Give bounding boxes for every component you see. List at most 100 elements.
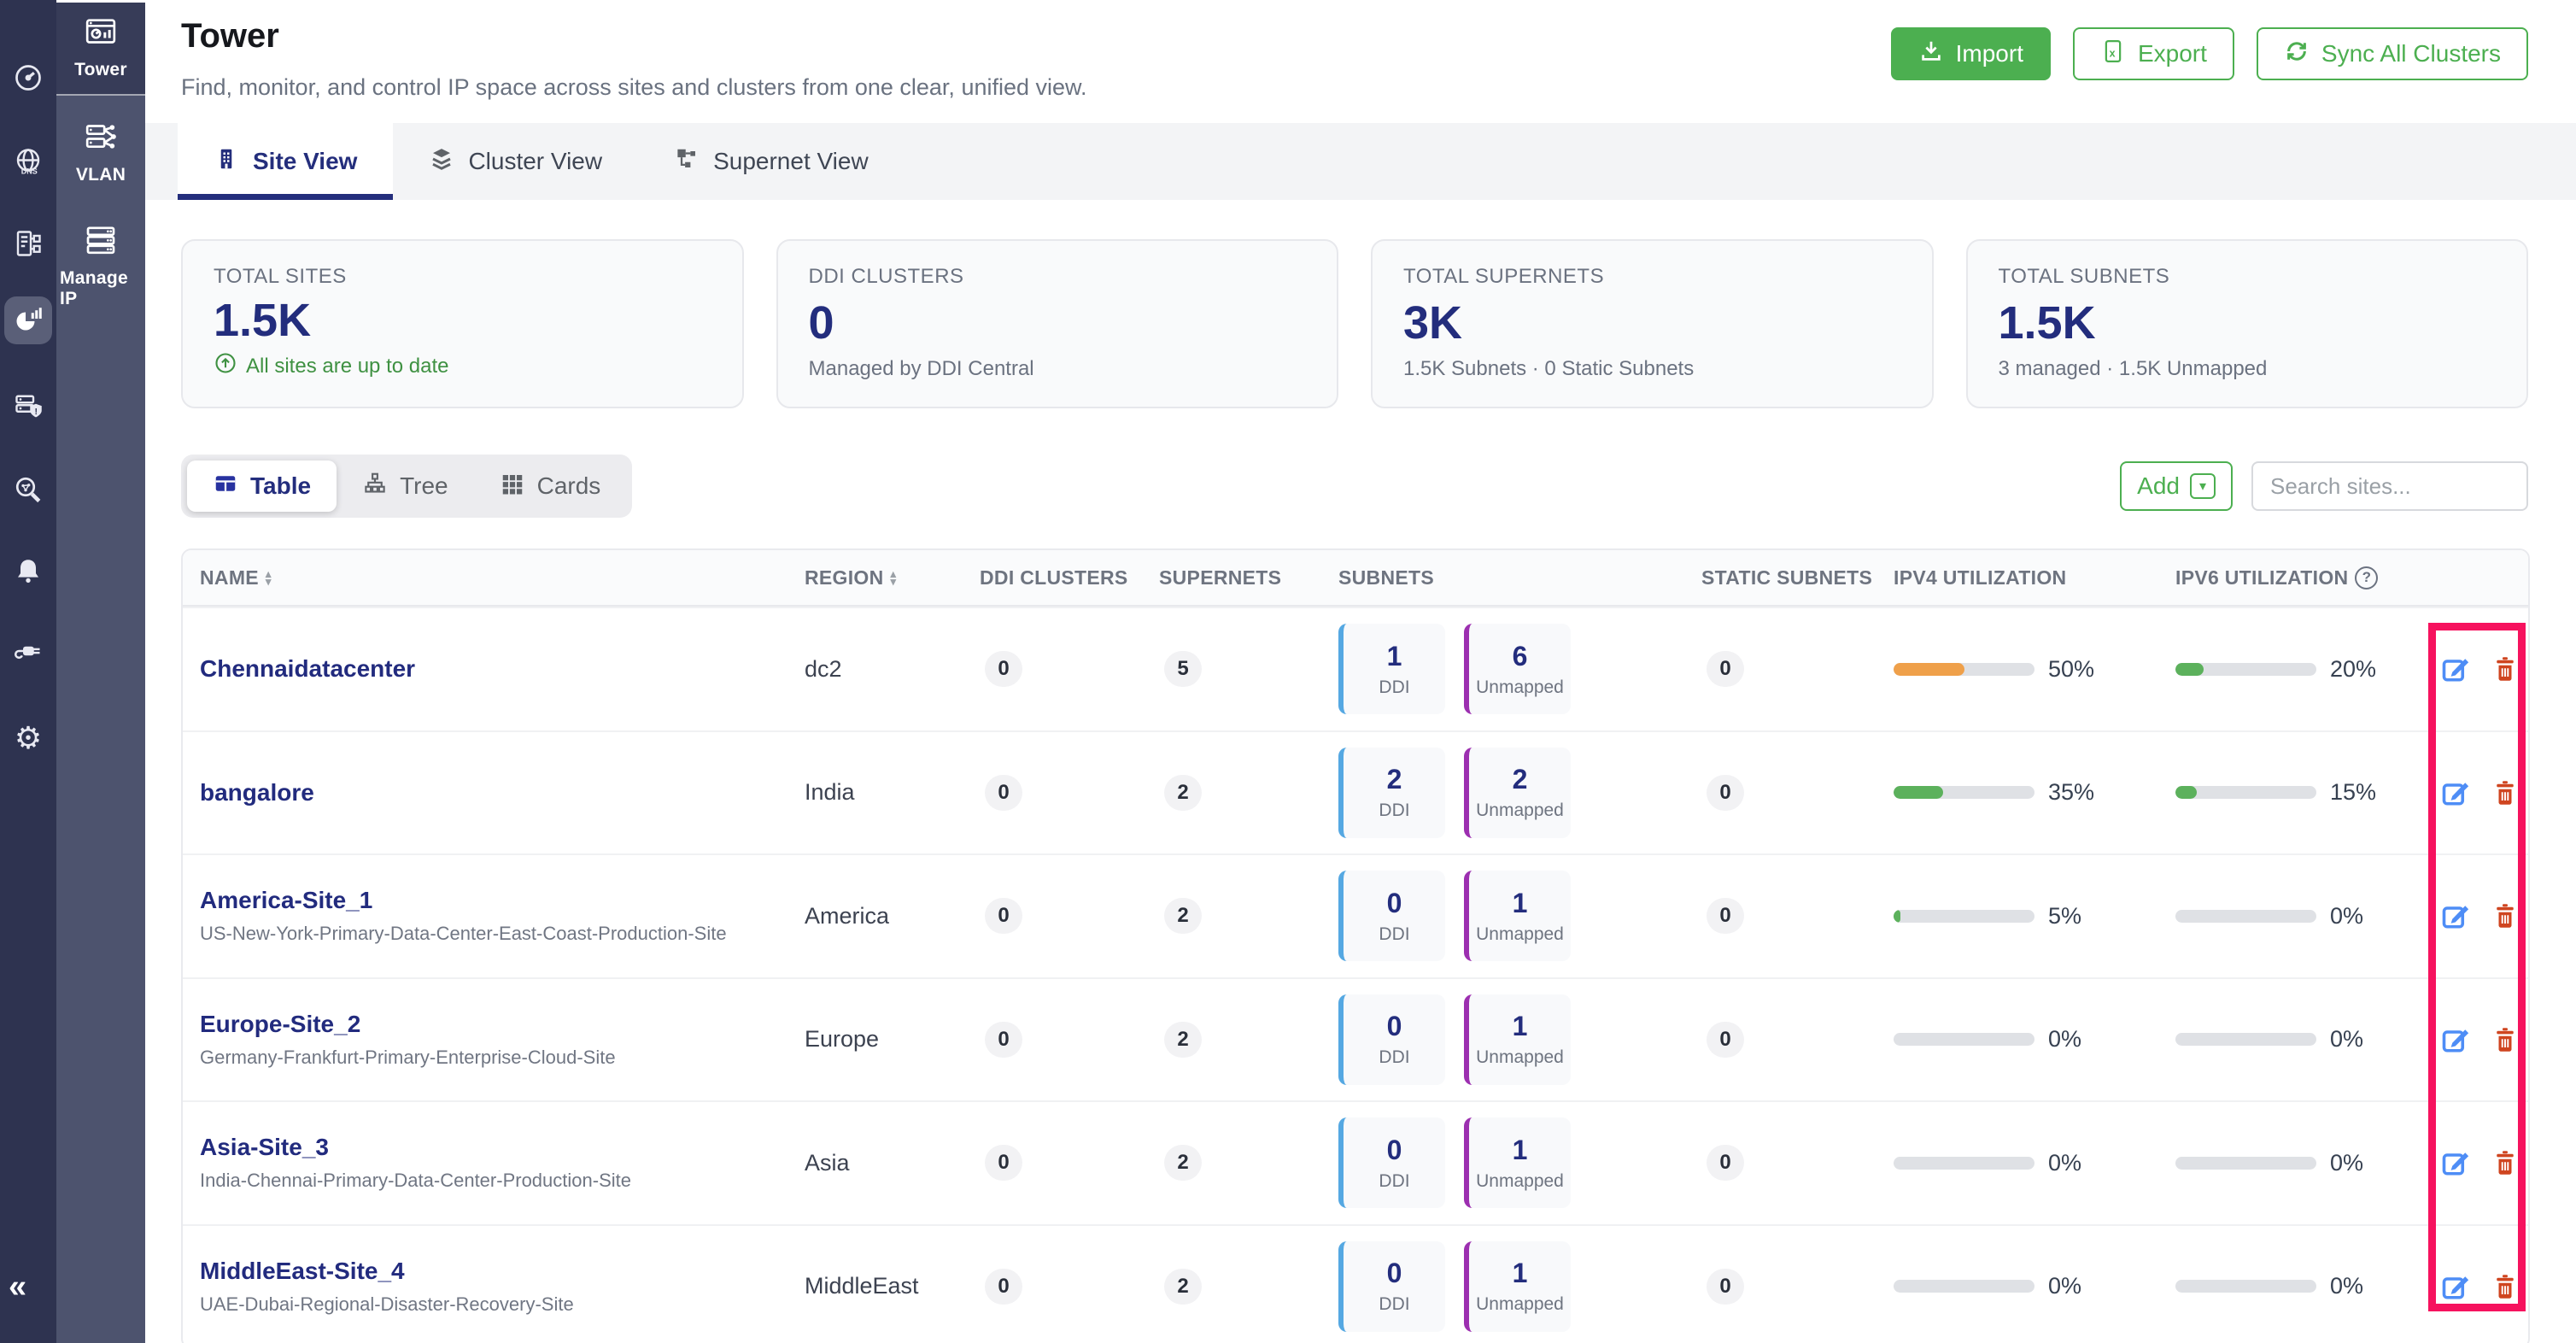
sidebar-item-alerts[interactable]: [4, 548, 52, 596]
supernets-badge: 2: [1164, 774, 1202, 811]
sidebar-item-integrations[interactable]: [4, 629, 52, 677]
view-mode-tree[interactable]: Tree: [337, 460, 474, 512]
site-name-link[interactable]: bangalore: [200, 778, 314, 806]
column-header-ddi-clusters: DDI CLUSTERS: [980, 566, 1128, 589]
sidebar-item-templates[interactable]: [4, 221, 52, 269]
supernets-badge: 2: [1164, 1268, 1202, 1305]
stat-card-total-subnets: TOTAL SUBNETS 1.5K 3 managed · 1.5K Unma…: [1965, 239, 2528, 408]
ddi-clusters-badge: 0: [985, 1268, 1022, 1305]
tab-cluster-view[interactable]: Cluster View: [393, 123, 638, 200]
dns-globe-icon: DNS: [13, 146, 44, 181]
static-subnets-badge: 0: [1707, 898, 1744, 935]
delete-button[interactable]: [2490, 1024, 2520, 1055]
site-name-link[interactable]: Chennaidatacenter: [200, 655, 416, 683]
delete-button[interactable]: [2490, 777, 2520, 808]
table-row: Asia-Site_3 India-Chennai-Primary-Data-Ce…: [183, 1100, 2528, 1224]
sidebar-item-vlan[interactable]: VLAN: [56, 108, 145, 199]
gauge-icon: [13, 62, 44, 97]
static-subnets-badge: 0: [1707, 774, 1744, 811]
svg-text:DNS: DNS: [21, 167, 38, 175]
ddi-clusters-badge: 0: [985, 898, 1022, 935]
ipv4-utilization: 35%: [1894, 779, 2175, 806]
server-shield-icon: !: [13, 390, 44, 425]
view-mode-table[interactable]: Table: [187, 460, 337, 512]
site-name-link[interactable]: MiddleEast-Site_4: [200, 1257, 405, 1284]
export-button[interactable]: x Export: [2072, 27, 2234, 80]
tree-view-icon: [362, 471, 388, 502]
table-row: bangalore India 0 2 2 DDI 2 Unmapped 0 35%…: [183, 730, 2528, 854]
collapse-sidebar-button[interactable]: «: [9, 1269, 26, 1305]
region-cell: Europe: [805, 1026, 880, 1053]
sidebar-item-tower[interactable]: Tower: [56, 3, 145, 96]
edit-button[interactable]: [2440, 900, 2471, 931]
ipv6-utilization: 0%: [2175, 1273, 2432, 1299]
delete-button[interactable]: [2490, 1271, 2520, 1302]
ddi-clusters-badge: 0: [985, 1145, 1022, 1182]
magnifier-network-icon: [13, 474, 44, 509]
static-subnets-badge: 0: [1707, 1021, 1744, 1058]
edit-button[interactable]: [2440, 1147, 2471, 1178]
tab-site-view[interactable]: Site View: [178, 123, 394, 200]
sites-table: NAME ▴ ▾ REGION ▴ ▾ DDI CLUSTERS SUPERNETS…: [181, 548, 2530, 1343]
pie-chart-icon: [13, 303, 44, 338]
column-header-name[interactable]: NAME ▴ ▾: [200, 566, 272, 589]
sort-icon: ▴ ▾: [890, 567, 897, 588]
view-mode-cards[interactable]: Cards: [474, 460, 627, 512]
table-row: Europe-Site_2 Germany-Frankfurt-Primary-E…: [183, 976, 2528, 1101]
delete-button[interactable]: [2490, 900, 2520, 931]
search-input[interactable]: [2251, 461, 2528, 511]
sync-all-clusters-button[interactable]: Sync All Clusters: [2256, 27, 2528, 80]
ipv6-utilization: 20%: [2175, 656, 2432, 683]
delete-button[interactable]: [2490, 654, 2520, 684]
region-cell: India: [805, 779, 855, 806]
table-header-row: NAME ▴ ▾ REGION ▴ ▾ DDI CLUSTERS SUPERNETS…: [183, 550, 2528, 607]
sidebar-item-manage-ip[interactable]: Manage IP: [56, 211, 145, 323]
column-header-region[interactable]: REGION ▴ ▾: [805, 566, 897, 589]
sidebar-item-discovery[interactable]: [4, 467, 52, 515]
document-nodes-icon: [13, 228, 44, 263]
sidebar-item-label: Tower: [74, 60, 127, 79]
vlan-icon: [82, 120, 120, 158]
edit-button[interactable]: [2440, 1024, 2471, 1055]
module-sidebar: Tower VLAN Manage IP: [56, 0, 145, 1343]
edit-button[interactable]: [2440, 777, 2471, 808]
tower-window-icon: [82, 15, 120, 53]
ipv4-utilization: 0%: [1894, 1026, 2175, 1053]
add-site-button[interactable]: Add ▾: [2120, 461, 2233, 511]
ipv6-utilization: 0%: [2175, 1026, 2432, 1053]
ipv6-utilization: 15%: [2175, 779, 2432, 806]
subnet-ddi-card: 2 DDI: [1338, 747, 1445, 838]
sidebar-item-label: Manage IP: [60, 268, 128, 308]
sidebar-item-analytics[interactable]: [4, 296, 52, 344]
sidebar-item-dashboard[interactable]: [4, 56, 52, 103]
subnet-ddi-card: 1 DDI: [1338, 624, 1445, 715]
sidebar-item-server-security[interactable]: !: [4, 384, 52, 431]
site-name-link[interactable]: Europe-Site_2: [200, 1010, 361, 1037]
delete-button[interactable]: [2490, 1147, 2520, 1178]
view-mode-switcher: Table Tree Cards: [181, 455, 633, 518]
download-icon: [1918, 38, 1944, 70]
import-button[interactable]: Import: [1890, 27, 2051, 80]
page-title: Tower: [181, 17, 279, 55]
sidebar-item-dns[interactable]: DNS: [4, 139, 52, 187]
sort-icon: ▴ ▾: [265, 567, 272, 588]
site-name-link[interactable]: Asia-Site_3: [200, 1134, 329, 1161]
edit-button[interactable]: [2440, 1271, 2471, 1302]
table-row: America-Site_1 US-New-York-Primary-Data-C…: [183, 853, 2528, 977]
page-header: Tower Find, monitor, and control IP spac…: [145, 0, 2576, 101]
ipv4-utilization: 5%: [1894, 903, 2175, 930]
site-description: UAE-Dubai-Regional-Disaster-Recovery-Sit…: [200, 1293, 574, 1315]
sync-icon: [2284, 38, 2310, 70]
help-icon[interactable]: ?: [2355, 566, 2379, 589]
static-subnets-badge: 0: [1707, 1268, 1744, 1305]
supernets-badge: 2: [1164, 898, 1202, 935]
edit-button[interactable]: [2440, 654, 2471, 684]
sidebar-item-settings[interactable]: ⚙: [4, 714, 52, 762]
tab-supernet-view[interactable]: Supernet View: [638, 123, 905, 200]
supernets-badge: 2: [1164, 1021, 1202, 1058]
building-icon: [214, 146, 239, 178]
subnet-unmapped-card: 6 Unmapped: [1464, 624, 1571, 715]
column-header-ipv6: IPV6 UTILIZATION ?: [2175, 566, 2432, 589]
column-header-supernets: SUPERNETS: [1159, 566, 1282, 589]
site-name-link[interactable]: America-Site_1: [200, 887, 373, 914]
